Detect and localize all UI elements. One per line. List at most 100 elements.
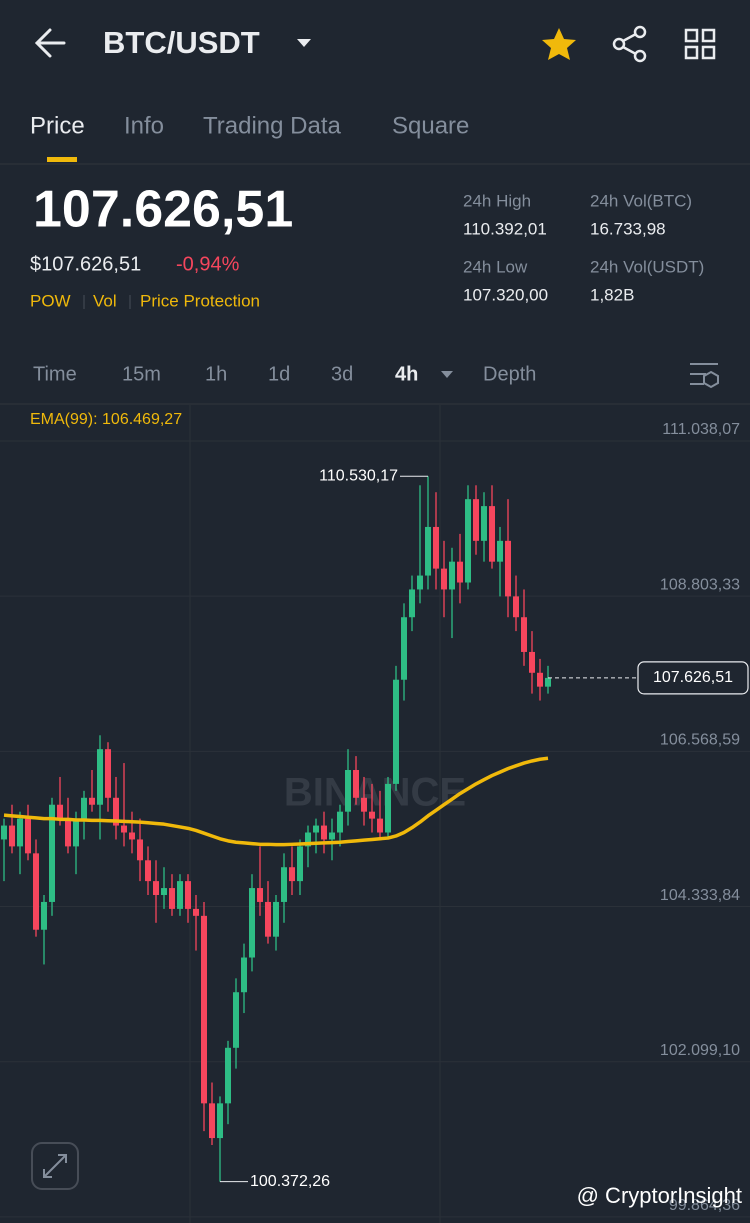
candle-body <box>25 818 31 854</box>
stat-label: 24h Vol(BTC) <box>590 191 692 210</box>
candle-body <box>73 818 79 847</box>
candle-body <box>121 825 127 833</box>
annotation-label: 100.372,26 <box>250 1173 330 1190</box>
candle-body <box>105 749 111 798</box>
candle-body <box>385 783 391 833</box>
candle-body <box>249 888 255 958</box>
stat-label: 24h High <box>463 191 531 210</box>
price-change: -0,94% <box>176 253 240 275</box>
candle-body <box>9 825 15 847</box>
candle-body <box>41 901 47 930</box>
candle-body <box>233 992 239 1048</box>
tab[interactable]: Trading Data <box>203 112 342 139</box>
interval[interactable]: 3d <box>331 363 353 385</box>
candle-body <box>169 888 175 909</box>
candle-body <box>521 617 527 652</box>
candle-body <box>49 804 55 902</box>
candle-body <box>265 901 271 937</box>
y-tick-label: 102.099,10 <box>660 1042 740 1059</box>
interval[interactable]: 1h <box>205 363 227 385</box>
tab[interactable]: Info <box>124 112 164 139</box>
stat-label: 24h Low <box>463 257 528 276</box>
tab[interactable]: Square <box>392 112 469 139</box>
candle-body <box>1 825 7 840</box>
candle-body <box>257 888 263 902</box>
share-button[interactable] <box>612 25 647 63</box>
ema-label: EMA(99): 106.469,27 <box>30 411 182 428</box>
candle-body <box>409 589 415 618</box>
candle-body <box>337 811 343 833</box>
last-price-box <box>637 661 749 695</box>
candle-body <box>81 797 87 819</box>
candle-body <box>377 818 383 833</box>
candle-body <box>489 506 495 562</box>
tag[interactable]: Vol <box>93 291 117 310</box>
candle-body <box>497 540 503 562</box>
candle-body <box>153 881 159 896</box>
candle-body <box>201 915 207 1104</box>
layout-button[interactable] <box>684 28 716 60</box>
candle-body <box>297 846 303 882</box>
watermark: BINANCE <box>284 771 466 815</box>
candle-body <box>185 881 191 909</box>
tag[interactable]: POW <box>30 291 71 310</box>
last-price: 107.626,51 <box>33 181 293 239</box>
candle-body <box>89 797 95 805</box>
candle-body <box>449 561 455 590</box>
interval[interactable]: 1d <box>268 363 290 385</box>
candle-body <box>353 770 359 798</box>
candle-body <box>97 749 103 805</box>
candle-body <box>129 832 135 840</box>
annotation-label: 110.530,17 <box>319 467 398 484</box>
candle-body <box>161 888 167 896</box>
candle-body <box>17 818 23 847</box>
candle-body <box>513 596 519 618</box>
last-price-label: 107.626,51 <box>653 669 733 686</box>
candle-body <box>361 797 367 812</box>
pair-dropdown[interactable] <box>297 39 311 47</box>
expand-button[interactable] <box>31 1142 79 1190</box>
stat-label: 24h Vol(USDT) <box>590 257 704 276</box>
candle-body <box>545 677 551 687</box>
favorite-star[interactable] <box>542 28 576 60</box>
candle-body <box>425 526 431 576</box>
candle-body <box>457 561 463 583</box>
tab-indicator <box>47 157 77 162</box>
pair-title[interactable]: BTC/USDT <box>103 25 260 60</box>
candle-body <box>193 908 199 916</box>
tab[interactable]: Price <box>30 112 85 139</box>
candle-body <box>113 797 119 826</box>
candle-body <box>33 853 39 930</box>
candle-body <box>393 679 399 784</box>
candle-body <box>273 901 279 937</box>
candle-body <box>537 672 543 687</box>
y-tick-label: 99.864,36 <box>669 1197 740 1214</box>
candle-body <box>473 499 479 541</box>
y-tick-label: 106.568,59 <box>660 732 740 749</box>
tag[interactable]: Price Protection <box>140 291 260 310</box>
candle-body <box>401 617 407 680</box>
candle-body <box>57 804 63 819</box>
stat-value: 1,82B <box>590 285 634 304</box>
chart-settings[interactable] <box>690 363 719 389</box>
back-button[interactable] <box>34 28 66 58</box>
candle-body <box>241 957 247 993</box>
ema-line <box>3 756 549 847</box>
candle-body <box>65 818 71 847</box>
candle-body <box>345 770 351 812</box>
interval[interactable]: Depth <box>483 363 536 385</box>
candle-body <box>209 1103 215 1139</box>
y-tick-label: 108.803,33 <box>660 576 740 593</box>
interval-dropdown[interactable] <box>441 371 453 378</box>
y-tick-label: 104.333,84 <box>660 887 740 904</box>
interval[interactable]: Time <box>33 363 77 385</box>
credit: @ CryptorInsight <box>577 1183 742 1208</box>
interval[interactable]: 15m <box>122 363 161 385</box>
stat-value: 110.392,01 <box>463 219 547 238</box>
candle-body <box>225 1047 231 1104</box>
candle-body <box>369 811 375 819</box>
candle-body <box>281 867 287 902</box>
interval[interactable]: 4h <box>395 363 418 385</box>
